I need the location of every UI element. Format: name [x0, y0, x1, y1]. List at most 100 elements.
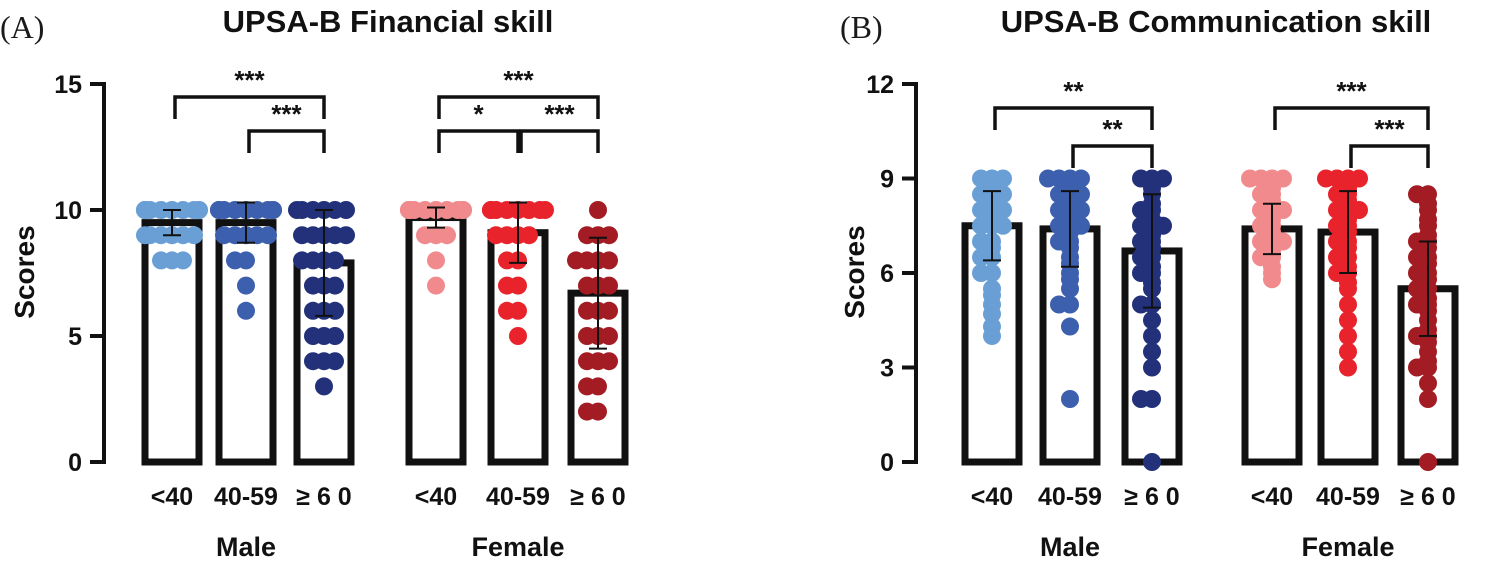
data-point — [1050, 295, 1068, 314]
bar-group: ≥ 6 0 — [288, 201, 355, 511]
significance-bracket: ** — [993, 76, 1154, 130]
significance-bracket: ** — [1071, 114, 1154, 168]
significance-label: *** — [503, 65, 534, 95]
data-point — [589, 201, 607, 219]
data-point — [1241, 169, 1259, 188]
x-tick-label: ≥ 6 0 — [296, 483, 351, 511]
data-point — [427, 276, 445, 295]
bracket-line — [1273, 106, 1430, 130]
data-point — [600, 276, 618, 295]
panel-label: (A) — [0, 9, 44, 45]
data-point — [578, 352, 596, 371]
significance-bracket: *** — [1349, 114, 1430, 168]
data-point — [326, 352, 344, 371]
data-point — [1143, 327, 1161, 345]
x-tick-label: ≥ 6 0 — [570, 483, 625, 511]
data-point — [600, 251, 618, 270]
significance-bracket: *** — [1273, 76, 1430, 130]
x-tick-label: <40 — [1251, 483, 1293, 511]
data-point — [972, 248, 990, 267]
bar-group: ≥ 6 0 — [1397, 185, 1459, 511]
data-point — [983, 304, 1001, 323]
data-point — [578, 301, 596, 320]
data-point — [174, 251, 192, 270]
y-tick-label: 10 — [54, 197, 82, 225]
x-tick-label: <40 — [971, 483, 1013, 511]
data-point — [983, 327, 1001, 345]
data-point — [1419, 374, 1437, 393]
significance-label: *** — [1336, 76, 1367, 106]
data-point — [498, 251, 516, 270]
bar-group: 40-59 — [210, 201, 282, 511]
data-point — [293, 226, 311, 245]
data-point — [326, 251, 344, 270]
bar-group: <40 — [400, 201, 472, 511]
data-point — [190, 201, 208, 219]
data-point — [972, 264, 990, 282]
data-point — [578, 327, 596, 345]
data-point — [337, 226, 355, 245]
significance-bracket: *** — [437, 65, 600, 119]
significance-bracket: *** — [247, 99, 326, 153]
data-point — [600, 301, 618, 320]
data-point — [578, 402, 596, 421]
data-point — [578, 276, 596, 295]
data-point — [304, 352, 322, 371]
significance-label: * — [473, 99, 484, 129]
bar-group: 40-59 — [482, 201, 554, 511]
significance-bracket: * — [437, 99, 520, 153]
y-tick-label: 6 — [880, 260, 894, 288]
data-point — [1132, 390, 1150, 408]
data-point — [237, 276, 255, 295]
data-point — [416, 226, 434, 245]
bar-group: <40 — [1241, 169, 1303, 511]
group-label: Female — [471, 532, 564, 562]
x-tick-label: <40 — [151, 483, 193, 511]
data-point — [1061, 317, 1079, 336]
data-point — [1339, 279, 1357, 298]
data-point — [454, 201, 472, 219]
data-point — [1039, 169, 1057, 188]
data-point — [337, 201, 355, 219]
bar-group: 40-59 — [1038, 169, 1102, 511]
x-tick-label: <40 — [415, 483, 457, 511]
group-label: Male — [1040, 532, 1100, 562]
data-point — [1143, 453, 1161, 471]
data-point — [972, 216, 990, 235]
x-tick-label: ≥ 6 0 — [1124, 483, 1179, 511]
data-point — [600, 352, 618, 371]
significance-label: *** — [234, 65, 265, 95]
data-point — [1263, 270, 1281, 289]
data-point — [1419, 453, 1437, 471]
data-point — [498, 301, 516, 320]
data-point — [600, 327, 618, 345]
significance-bracket: *** — [173, 65, 326, 119]
y-tick-label: 0 — [68, 449, 82, 477]
bar-group: <40 — [136, 201, 208, 511]
significance-label: *** — [271, 99, 302, 129]
significance-label: *** — [1374, 114, 1405, 144]
y-tick-label: 5 — [68, 323, 82, 351]
data-point — [1061, 390, 1079, 408]
y-tick-label: 9 — [880, 166, 894, 194]
data-point — [1419, 390, 1437, 408]
data-point — [226, 251, 244, 270]
data-point — [1143, 311, 1161, 330]
data-point — [326, 276, 344, 295]
x-tick-label: ≥ 6 0 — [1400, 483, 1455, 511]
data-point — [578, 377, 596, 396]
y-tick-label: 15 — [54, 71, 82, 99]
data-point — [293, 251, 311, 270]
chart-panel-b: (B) UPSA-B Communication skill Scores 0 3 6 9 1… — [839, 4, 1459, 562]
data-point — [1339, 295, 1357, 314]
data-point — [1339, 342, 1357, 361]
y-axis-label: Scores — [839, 225, 870, 318]
data-point — [1317, 169, 1335, 188]
data-point — [304, 276, 322, 295]
data-point — [536, 201, 554, 219]
x-tick-label: 40-59 — [214, 483, 278, 511]
data-point — [482, 201, 500, 219]
data-point — [326, 327, 344, 345]
